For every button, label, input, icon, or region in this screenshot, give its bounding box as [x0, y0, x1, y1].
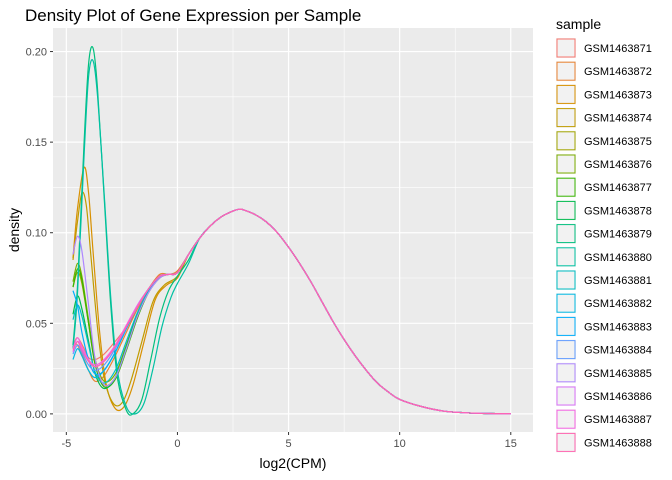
x-tick-label: 5 — [285, 438, 291, 450]
x-tick-label: 10 — [394, 438, 406, 450]
legend-key-background — [556, 177, 576, 198]
legend-item: GSM1463875 — [556, 130, 652, 151]
legend-key-background — [556, 270, 576, 290]
legend-label: GSM1463887 — [584, 414, 652, 426]
legend-label: GSM1463871 — [584, 43, 652, 55]
legend-key-background — [556, 130, 576, 151]
legend-item: GSM1463878 — [556, 200, 652, 221]
legend-key-swatch — [556, 108, 576, 128]
legend-label: GSM1463888 — [584, 437, 652, 449]
x-tick-label: 15 — [505, 438, 517, 450]
legend-title: sample — [556, 16, 601, 32]
legend-key-swatch — [556, 432, 576, 452]
legend: sample GSM1463871GSM1463872GSM1463873GSM… — [556, 16, 652, 453]
density-lines — [72, 46, 511, 416]
legend-key-swatch — [556, 154, 576, 174]
y-tick-label: 0.15 — [26, 137, 47, 149]
legend-key-background — [556, 293, 576, 314]
legend-label: GSM1463873 — [584, 89, 652, 101]
legend-item: GSM1463888 — [556, 432, 652, 453]
density-line-gsm1463888 — [72, 208, 511, 415]
y-axis: 0.00 0.05 0.10 0.15 0.20 — [26, 47, 53, 421]
legend-key-swatch — [556, 316, 576, 336]
legend-item: GSM1463881 — [556, 270, 652, 290]
legend-key-swatch — [556, 224, 576, 244]
major-gridlines — [53, 28, 533, 432]
legend-key-swatch — [556, 247, 576, 267]
legend-key-background — [556, 61, 576, 82]
legend-key-background — [556, 362, 576, 383]
legend-label: GSM1463877 — [584, 182, 652, 194]
legend-key-swatch — [556, 386, 576, 406]
legend-item: GSM1463882 — [556, 293, 652, 314]
legend-key-swatch — [556, 177, 576, 197]
legend-key-swatch — [556, 293, 576, 313]
x-tick-label: -5 — [61, 438, 71, 450]
legend-item: GSM1463885 — [556, 362, 652, 383]
x-tick-label: 0 — [174, 438, 180, 450]
legend-items: GSM1463871 GSM1463872 GSM1463873 GSM1463874… — [556, 38, 652, 453]
legend-item: GSM1463871 — [556, 38, 652, 58]
legend-key-background — [556, 432, 576, 453]
legend-key-background — [556, 316, 576, 337]
legend-label: GSM1463884 — [584, 345, 652, 357]
legend-key-swatch — [556, 131, 576, 151]
chart-title: Density Plot of Gene Expression per Samp… — [25, 6, 361, 25]
y-tick-label: 0.05 — [26, 318, 47, 330]
legend-key-background — [556, 84, 576, 105]
legend-label: GSM1463883 — [584, 321, 652, 333]
legend-key-background — [556, 386, 576, 406]
legend-key-swatch — [556, 363, 576, 383]
legend-item: GSM1463873 — [556, 84, 652, 105]
x-axis-title: log2(CPM) — [260, 455, 327, 471]
legend-key-swatch — [556, 200, 576, 220]
legend-item: GSM1463883 — [556, 316, 652, 337]
legend-key-swatch — [556, 270, 576, 290]
y-tick-label: 0.00 — [26, 409, 47, 421]
legend-label: GSM1463872 — [584, 66, 652, 78]
legend-key-swatch — [556, 61, 576, 81]
legend-item: GSM1463877 — [556, 177, 652, 198]
y-tick-label: 0.20 — [26, 47, 47, 59]
legend-item: GSM1463880 — [556, 246, 652, 267]
legend-key-background — [556, 38, 576, 58]
legend-item: GSM1463874 — [556, 107, 652, 128]
plot-panel — [53, 28, 533, 432]
legend-label: GSM1463880 — [584, 252, 652, 264]
legend-key-swatch — [556, 84, 576, 104]
legend-key-background — [556, 200, 576, 221]
legend-key-swatch — [556, 409, 576, 429]
legend-item: GSM1463884 — [556, 339, 652, 360]
x-axis: -5 0 5 10 15 — [61, 432, 517, 450]
y-axis-title: density — [6, 208, 22, 252]
legend-key-background — [556, 154, 576, 174]
legend-key-background — [556, 339, 576, 360]
legend-label: GSM1463876 — [584, 159, 652, 171]
legend-item: GSM1463872 — [556, 61, 652, 82]
legend-label: GSM1463885 — [584, 368, 652, 380]
legend-item: GSM1463876 — [556, 154, 652, 174]
legend-label: GSM1463882 — [584, 298, 652, 310]
legend-label: GSM1463881 — [584, 275, 652, 287]
legend-key-background — [556, 246, 576, 267]
legend-label: GSM1463878 — [584, 205, 652, 217]
legend-key-swatch — [556, 340, 576, 360]
legend-label: GSM1463875 — [584, 136, 652, 148]
legend-key-background — [556, 107, 576, 128]
legend-item: GSM1463887 — [556, 409, 652, 430]
y-tick-label: 0.10 — [26, 228, 47, 240]
legend-label: GSM1463874 — [584, 113, 652, 125]
legend-label: GSM1463879 — [584, 229, 652, 241]
legend-key-background — [556, 409, 576, 430]
legend-item: GSM1463879 — [556, 223, 652, 244]
legend-label: GSM1463886 — [584, 391, 652, 403]
legend-key-background — [556, 223, 576, 244]
legend-item: GSM1463886 — [556, 386, 652, 406]
legend-key-swatch — [556, 38, 576, 58]
minor-gridlines — [53, 28, 533, 432]
